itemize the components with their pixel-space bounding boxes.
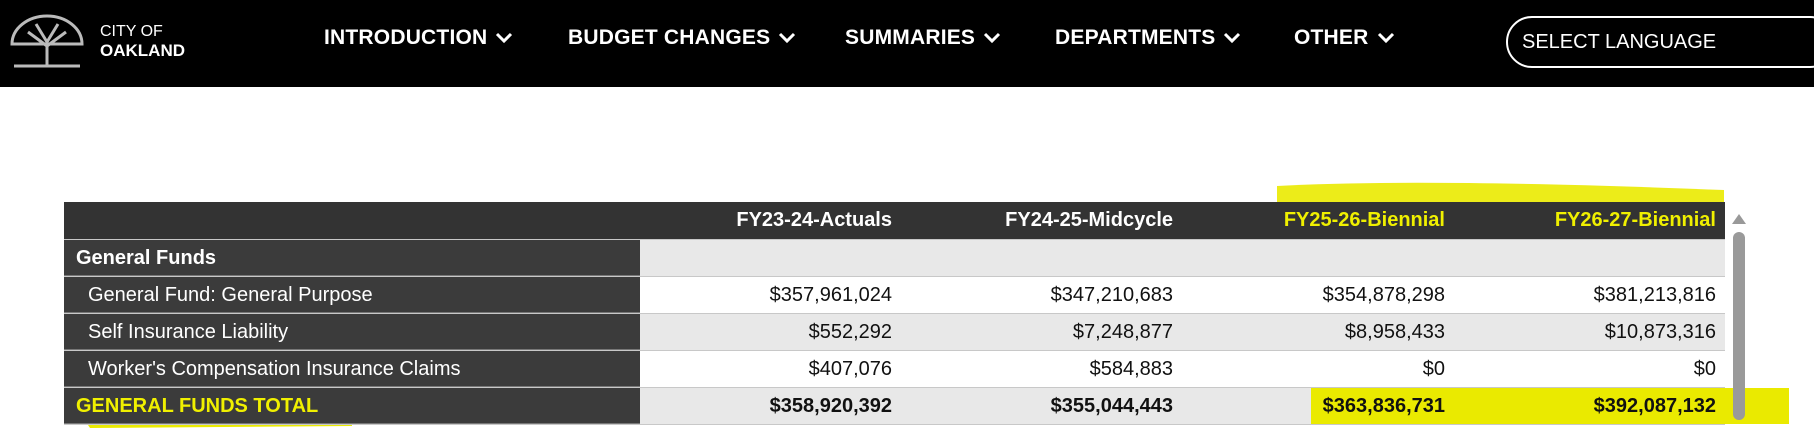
cell-value: $0 (1422, 358, 1445, 380)
nav-label: OTHER (1294, 26, 1369, 49)
cell-value: $363,836,731 (1322, 395, 1445, 417)
cell-value: $354,878,298 (1322, 284, 1445, 306)
cell-value: $7,248,877 (1072, 321, 1173, 343)
nav-label: INTRODUCTION (324, 26, 488, 49)
nav-label: BUDGET CHANGES (568, 26, 771, 49)
logo-line: CITY OF (100, 23, 163, 40)
cell-value: $357,961,024 (769, 284, 892, 306)
table-row: General Fund: General Purpose $357,961,02… (64, 277, 1725, 314)
cell-value: $407,076 (808, 358, 892, 380)
logo-icon (10, 14, 84, 68)
header-row: FY23-24-Actuals FY24-25-Midcycle FY25-26-B… (64, 202, 1725, 240)
column-header: FY24-25-Midcycle (1005, 209, 1173, 231)
budget-table: FY23-24-Actuals FY24-25-Midcycle FY25-26-B… (64, 202, 1789, 425)
column-header: FY25-26-Biennial (1283, 209, 1445, 231)
row-label: GENERAL FUNDS TOTAL (64, 388, 640, 424)
column-header: FY23-24-Actuals (736, 209, 892, 231)
logo-line: OAKLAND (100, 41, 185, 60)
nav-label: SUMMARIES (845, 26, 976, 49)
row-label: General Funds (64, 240, 640, 276)
table-row: Worker's Compensation Insurance Claims $4… (64, 351, 1725, 388)
column-header: FY26-27-Biennial (1554, 209, 1716, 231)
cell-value: $0 (1693, 358, 1716, 380)
nav-item[interactable]: INTRODUCTION (324, 26, 513, 50)
highlight (1311, 388, 1789, 424)
row-label: Self Insurance Liability (64, 314, 640, 350)
cell-value (1456, 240, 1716, 276)
cell-value (632, 240, 892, 276)
table-row: GENERAL FUNDS TOTAL $358,920,392 $355,044,… (64, 388, 1789, 425)
cell-value: $355,044,443 (1050, 395, 1173, 417)
cell-value (913, 240, 1173, 276)
nav-item[interactable]: OTHER (1294, 26, 1395, 50)
table-row: General Funds (64, 240, 1725, 277)
cell-value: $8,958,433 (1344, 321, 1445, 343)
table-row: Self Insurance Liability $552,292 $7,248,8… (64, 314, 1725, 351)
nav-label: DEPARTMENTS (1055, 26, 1216, 49)
nav-item[interactable]: BUDGET CHANGES (568, 26, 796, 50)
nav-bar: CITY OF OAKLAND SELECT LANGUAGE INTRODUC… (0, 0, 1814, 87)
language-select[interactable]: SELECT LANGUAGE (1506, 16, 1814, 68)
cell-value: $584,883 (1089, 358, 1173, 380)
nav-item[interactable]: SUMMARIES (845, 26, 1001, 50)
cell-value: $552,292 (808, 321, 892, 343)
chevron (779, 32, 796, 44)
cell-value: $358,920,392 (769, 395, 892, 417)
chevron (1377, 32, 1394, 44)
row-label: General Fund: General Purpose (64, 277, 640, 313)
logo-text[interactable]: CITY OF OAKLAND (100, 22, 185, 60)
chevron (1224, 32, 1241, 44)
nav-item[interactable]: DEPARTMENTS (1055, 26, 1241, 50)
cell-value: $381,213,816 (1593, 284, 1716, 306)
cell-value: $392,087,132 (1593, 395, 1716, 417)
cell-value (1185, 240, 1445, 276)
cell-value: $347,210,683 (1050, 284, 1173, 306)
row-label: Worker's Compensation Insurance Claims (64, 351, 640, 387)
chevron (496, 32, 513, 44)
scrollbar[interactable] (1730, 208, 1748, 420)
cell-value: $10,873,316 (1604, 321, 1716, 343)
chevron (984, 32, 1001, 44)
